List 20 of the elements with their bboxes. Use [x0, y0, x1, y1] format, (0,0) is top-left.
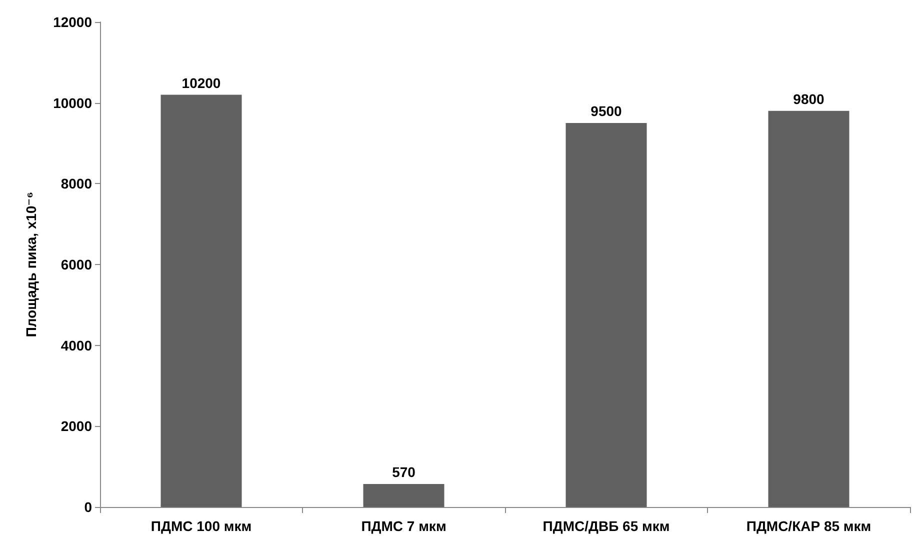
y-tick-label: 12000	[53, 14, 92, 30]
bar	[160, 94, 242, 507]
bar	[768, 110, 850, 507]
y-tick-label: 6000	[60, 256, 92, 272]
y-tick-label: 8000	[60, 176, 92, 192]
x-tick-label: ПДМС 7 мкм	[361, 518, 446, 534]
data-label: 10200	[182, 74, 221, 91]
y-axis-title: Площадь пика, x10⁻⁶	[23, 192, 39, 338]
bar	[363, 484, 444, 507]
y-tick-label: 4000	[60, 337, 92, 354]
data-label: 570	[392, 464, 416, 480]
data-label: 9800	[793, 90, 825, 107]
x-tick-label: ПДМС 100 мкм	[150, 518, 252, 534]
x-tick-label: ПДМС/КАР 85 мкм	[746, 518, 872, 534]
y-tick-label: 2000	[60, 418, 92, 434]
x-tick-label: ПДМС/ДВБ 65 мкм	[542, 518, 670, 534]
bar	[566, 123, 647, 507]
y-tick-label: 10000	[53, 94, 92, 111]
data-label: 9500	[590, 103, 622, 120]
y-tick-label: 0	[84, 499, 92, 515]
